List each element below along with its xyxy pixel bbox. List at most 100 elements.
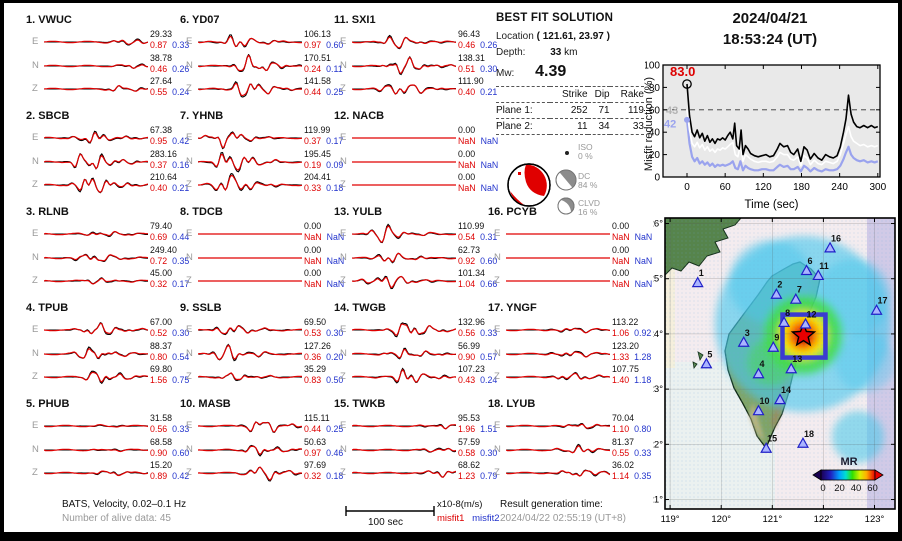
misfit1-value: 0.40 [458,87,476,97]
peak-amplitude: 119.99 [304,125,331,135]
component-label: Z [494,371,500,382]
misfit1-value: 0.36 [304,351,322,362]
channel-values: 97.69 0.32 0.18 [304,460,343,482]
component-label: N [494,347,501,359]
misfit2-value: 0.30 [480,447,498,458]
channel-row-YD07-Z: Z 141.58 0.44 0.25 [180,76,343,101]
peak-amplitude: 68.58 [150,436,173,447]
component-label: Z [340,179,346,190]
map-body [665,218,895,509]
svg-text:17: 17 [878,296,888,306]
station-panel-YNGF: 17. YNGF E 113.22 1.06 0.92 N 123.20 1.33 1.28 Z 1… [488,302,651,385]
channel-values: 45.00 0.32 0.17 [150,268,189,290]
channel-values: 204.41 0.33 0.18 [304,172,343,194]
channel-row-VWUC-Z: Z 27.64 0.55 0.24 [26,76,189,101]
map-station-10: 10 [752,396,770,416]
waveform-LYUB-N [506,443,610,453]
channel-row-SSLB-N: N 127.26 0.36 0.20 [180,341,343,366]
iso-icon [565,151,569,155]
svg-text:7: 7 [797,285,802,295]
channel-values: 283.16 0.37 0.16 [150,149,189,171]
channel-values: 88.37 0.80 0.54 [150,341,189,363]
svg-text:20: 20 [649,150,661,161]
peak-amplitude: 138.31 [458,52,485,63]
channel-row-SSLB-E: E 69.50 0.53 0.30 [180,317,343,342]
channel-row-YD07-N: N 170.51 0.24 0.11 [180,53,343,78]
misfit1-value: 0.97 [304,447,322,458]
clvd-icon [557,197,575,215]
map-station-5: 5 [700,349,713,369]
waveform-SBCB-E [44,130,148,144]
station-title: 11. SXI1 [334,14,376,26]
plane2-label: Plane 2: [496,118,550,135]
waveform-SXI1-N [352,55,456,75]
misfit1-value: 0.89 [150,471,168,481]
component-label: Z [186,179,192,190]
peak-amplitude: 283.16 [150,148,177,159]
misfit2-value: NaN [634,232,653,242]
channel-values: 170.51 0.24 0.11 [304,53,343,75]
misfit2-value: 0.18 [326,183,344,193]
peak-amplitude: 0.00 [612,268,630,278]
station-panel-TWGB: 14. TWGB E 132.96 0.56 0.33 N 56.99 0.90 0.57 Z 10… [334,302,497,385]
misfit2-value: NaN [326,255,345,266]
misfit2-value: NaN [480,183,499,193]
channel-values: 249.40 0.72 0.35 [150,245,189,267]
component-label: Z [186,467,192,478]
misfit1-value: 0.95 [150,136,168,146]
waveform-TDCB-Z [198,280,302,282]
misfit2-value: 0.33 [172,40,190,50]
channel-row-TPUB-E: E 67.00 0.52 0.30 [26,317,189,342]
svg-text:26°: 26° [653,219,663,230]
misfit2-legend-label: misfit2 [472,513,500,524]
misfit2-value: 0.17 [172,279,190,289]
peak-amplitude: 210.64 [150,172,177,182]
misfit1-value: 0.54 [458,232,476,242]
channel-values: 96.43 0.46 0.26 [458,29,497,51]
misfit2-value: 0.16 [172,159,190,170]
misfit2-value: 0.11 [326,63,343,74]
svg-text:83.0: 83.0 [670,64,695,79]
component-label: E [32,420,39,431]
peak-amplitude: 107.23 [458,364,485,374]
waveform-PHUB-Z [44,470,148,477]
border-right [898,0,902,541]
misfit2-value: 0.20 [326,351,344,362]
misfit2-value: 0.33 [172,424,190,434]
misfit2-value: 0.35 [634,471,652,481]
misfit1-value: 0.72 [150,255,168,266]
misfit1-value: 0.56 [458,328,476,338]
misfit2-value: 0.44 [172,232,190,242]
svg-text:20: 20 [834,483,845,494]
peak-amplitude: 15.20 [150,460,173,470]
peak-amplitude: 88.37 [150,340,173,351]
component-label: N [186,155,193,167]
misfit1-value: 1.04 [458,279,476,289]
component-label: N [494,251,501,263]
misfit1-value: 1.56 [150,375,168,385]
waveform-VWUC-N [44,62,148,69]
component-label: E [494,228,501,239]
waveform-NACB-Z [352,184,456,186]
channel-values: 0.00 NaN NaN [612,268,652,290]
component-label: E [186,132,193,143]
svg-text:5: 5 [707,349,712,359]
station-title: 5. PHUB [26,398,70,410]
svg-text:25°: 25° [653,274,663,285]
waveform-YD07-N [198,53,302,72]
misfit2-value: 0.25 [326,87,344,97]
misfit2-value: 0.24 [480,375,498,385]
svg-text:0: 0 [820,483,825,494]
misfit1-value: 0.44 [304,424,322,434]
waveform-SSLB-N [198,343,302,361]
misfit2-value: 0.33 [634,447,652,458]
misfit1-value: NaN [458,159,476,170]
depth-value: 33 [550,47,562,58]
component-label: N [32,155,39,167]
iso-legend: ISO 0 % [578,143,593,161]
component-label: E [340,132,347,143]
misfit2-value: 0.31 [480,232,498,242]
channel-values: 115.11 0.44 0.25 [304,413,343,435]
misfit1-value: 0.43 [458,375,476,385]
channel-values: 68.62 1.23 0.79 [458,460,497,482]
